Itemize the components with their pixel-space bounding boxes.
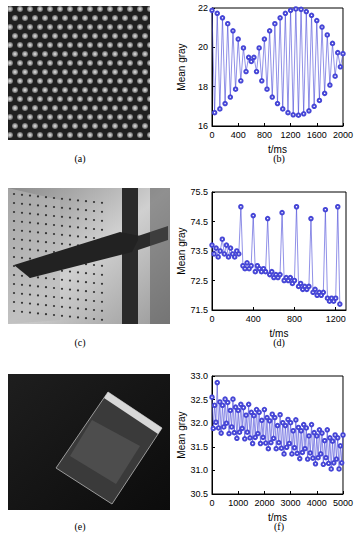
svg-text:75.5: 75.5: [190, 187, 208, 197]
svg-text:t/ms: t/ms: [268, 512, 287, 523]
svg-text:1600: 1600: [307, 130, 327, 140]
svg-text:16: 16: [198, 121, 208, 131]
svg-text:2000: 2000: [333, 130, 353, 140]
svg-text:1000: 1000: [228, 498, 248, 508]
svg-text:32.5: 32.5: [190, 395, 208, 405]
svg-text:t/ms: t/ms: [268, 144, 287, 155]
svg-text:30.5: 30.5: [190, 489, 208, 499]
svg-text:2000: 2000: [254, 498, 274, 508]
svg-text:72.5: 72.5: [190, 276, 208, 286]
svg-text:(e): (e): [74, 521, 85, 533]
svg-text:t/ms: t/ms: [270, 328, 289, 339]
svg-text:(f): (f): [274, 520, 284, 532]
svg-text:0: 0: [209, 498, 214, 508]
svg-text:73.5: 73.5: [190, 246, 208, 256]
svg-text:31.5: 31.5: [190, 442, 208, 452]
svg-text:3000: 3000: [281, 498, 301, 508]
svg-text:0: 0: [209, 130, 214, 140]
svg-text:400: 400: [246, 314, 261, 324]
svg-text:(d): (d): [273, 336, 285, 348]
svg-text:18: 18: [198, 82, 208, 92]
svg-text:(a): (a): [74, 153, 85, 165]
svg-text:20: 20: [198, 42, 208, 52]
svg-text:71.5: 71.5: [190, 305, 208, 315]
svg-text:400: 400: [231, 130, 246, 140]
svg-text:1200: 1200: [326, 314, 346, 324]
svg-text:33.0: 33.0: [190, 371, 208, 381]
svg-text:74.5: 74.5: [190, 217, 208, 227]
svg-text:Mean gray: Mean gray: [176, 43, 187, 90]
svg-text:(c): (c): [74, 337, 85, 349]
svg-text:800: 800: [287, 314, 302, 324]
svg-text:800: 800: [257, 130, 272, 140]
svg-text:Mean gray: Mean gray: [176, 227, 187, 274]
svg-text:Mean gray: Mean gray: [176, 411, 187, 458]
svg-text:32.0: 32.0: [190, 418, 208, 428]
svg-text:4000: 4000: [307, 498, 327, 508]
svg-text:31.0: 31.0: [190, 465, 208, 475]
svg-text:(b): (b): [273, 152, 285, 164]
svg-text:5000: 5000: [333, 498, 353, 508]
svg-text:22: 22: [198, 3, 208, 13]
svg-text:1200: 1200: [281, 130, 301, 140]
svg-text:0: 0: [209, 314, 214, 324]
